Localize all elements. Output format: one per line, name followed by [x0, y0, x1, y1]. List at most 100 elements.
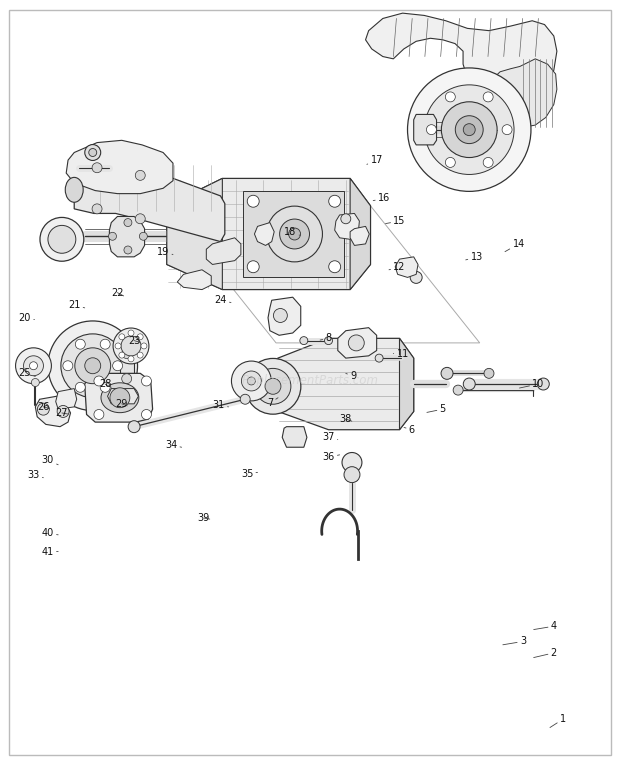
Circle shape — [135, 171, 145, 181]
Ellipse shape — [65, 177, 83, 202]
Polygon shape — [107, 389, 138, 404]
Circle shape — [100, 382, 110, 392]
Polygon shape — [56, 389, 77, 409]
Polygon shape — [350, 178, 371, 290]
Text: 20: 20 — [19, 313, 35, 323]
Circle shape — [141, 343, 147, 349]
Circle shape — [300, 337, 308, 344]
Circle shape — [122, 374, 131, 384]
Text: 12: 12 — [389, 262, 405, 272]
Circle shape — [110, 388, 130, 408]
Circle shape — [427, 125, 436, 135]
Circle shape — [483, 158, 493, 168]
Circle shape — [48, 226, 76, 253]
Circle shape — [410, 272, 422, 283]
Circle shape — [445, 158, 455, 168]
Circle shape — [342, 453, 362, 473]
Circle shape — [75, 339, 86, 349]
Text: 23: 23 — [128, 336, 140, 346]
Circle shape — [341, 213, 351, 223]
Text: 17: 17 — [367, 155, 383, 165]
Text: 26: 26 — [37, 402, 50, 412]
Text: 6: 6 — [404, 425, 415, 435]
Circle shape — [94, 376, 104, 386]
Text: 24: 24 — [215, 295, 231, 305]
Text: 40: 40 — [42, 529, 58, 539]
Polygon shape — [167, 178, 371, 290]
Circle shape — [329, 195, 340, 207]
Circle shape — [502, 125, 512, 135]
Circle shape — [348, 335, 365, 351]
Circle shape — [100, 339, 110, 349]
Circle shape — [63, 361, 73, 371]
Circle shape — [273, 308, 287, 323]
Circle shape — [265, 379, 281, 394]
Polygon shape — [120, 346, 134, 386]
Polygon shape — [35, 396, 71, 427]
Text: 2: 2 — [534, 648, 557, 658]
Polygon shape — [395, 257, 418, 278]
Circle shape — [40, 217, 84, 261]
Text: 1: 1 — [550, 714, 566, 728]
Circle shape — [75, 348, 110, 384]
Text: 7: 7 — [267, 398, 278, 408]
Circle shape — [140, 233, 148, 240]
Circle shape — [137, 334, 143, 340]
Circle shape — [124, 246, 132, 254]
Circle shape — [141, 376, 151, 386]
Text: 21: 21 — [68, 300, 85, 310]
Circle shape — [267, 206, 322, 262]
Polygon shape — [335, 213, 360, 239]
Circle shape — [463, 378, 475, 390]
Polygon shape — [167, 178, 223, 290]
Circle shape — [30, 362, 37, 369]
Circle shape — [113, 328, 149, 364]
Circle shape — [441, 367, 453, 379]
Circle shape — [48, 321, 138, 411]
Text: 4: 4 — [534, 621, 557, 631]
Circle shape — [240, 394, 250, 404]
Circle shape — [89, 148, 97, 157]
Circle shape — [288, 228, 301, 240]
Circle shape — [484, 369, 494, 379]
Polygon shape — [414, 115, 436, 145]
Polygon shape — [366, 13, 557, 107]
Polygon shape — [85, 373, 153, 422]
Circle shape — [92, 163, 102, 173]
Circle shape — [108, 233, 117, 240]
Polygon shape — [66, 140, 173, 194]
Polygon shape — [278, 338, 414, 430]
Circle shape — [324, 337, 332, 344]
Text: 14: 14 — [505, 239, 525, 252]
Circle shape — [407, 68, 531, 191]
Circle shape — [128, 356, 134, 362]
Text: 9: 9 — [346, 371, 356, 382]
Circle shape — [441, 102, 497, 158]
Text: 10: 10 — [520, 379, 544, 389]
Circle shape — [483, 92, 493, 102]
Text: 41: 41 — [42, 546, 58, 557]
Circle shape — [94, 409, 104, 419]
Text: 27: 27 — [56, 408, 68, 418]
Circle shape — [24, 356, 43, 376]
Circle shape — [241, 371, 261, 391]
Circle shape — [375, 354, 383, 362]
Circle shape — [344, 467, 360, 483]
Circle shape — [128, 330, 134, 336]
Text: 36: 36 — [322, 452, 340, 462]
Circle shape — [245, 359, 301, 414]
Text: 39: 39 — [198, 513, 210, 523]
Polygon shape — [254, 223, 274, 246]
Circle shape — [445, 92, 455, 102]
Circle shape — [137, 352, 143, 358]
Circle shape — [425, 85, 514, 174]
Text: 38: 38 — [340, 414, 352, 424]
Polygon shape — [350, 226, 370, 246]
Circle shape — [128, 421, 140, 433]
Polygon shape — [109, 216, 144, 257]
Polygon shape — [177, 270, 211, 290]
Text: 18: 18 — [284, 226, 300, 236]
Circle shape — [231, 361, 272, 401]
Text: 3: 3 — [503, 636, 526, 646]
Circle shape — [119, 334, 125, 340]
